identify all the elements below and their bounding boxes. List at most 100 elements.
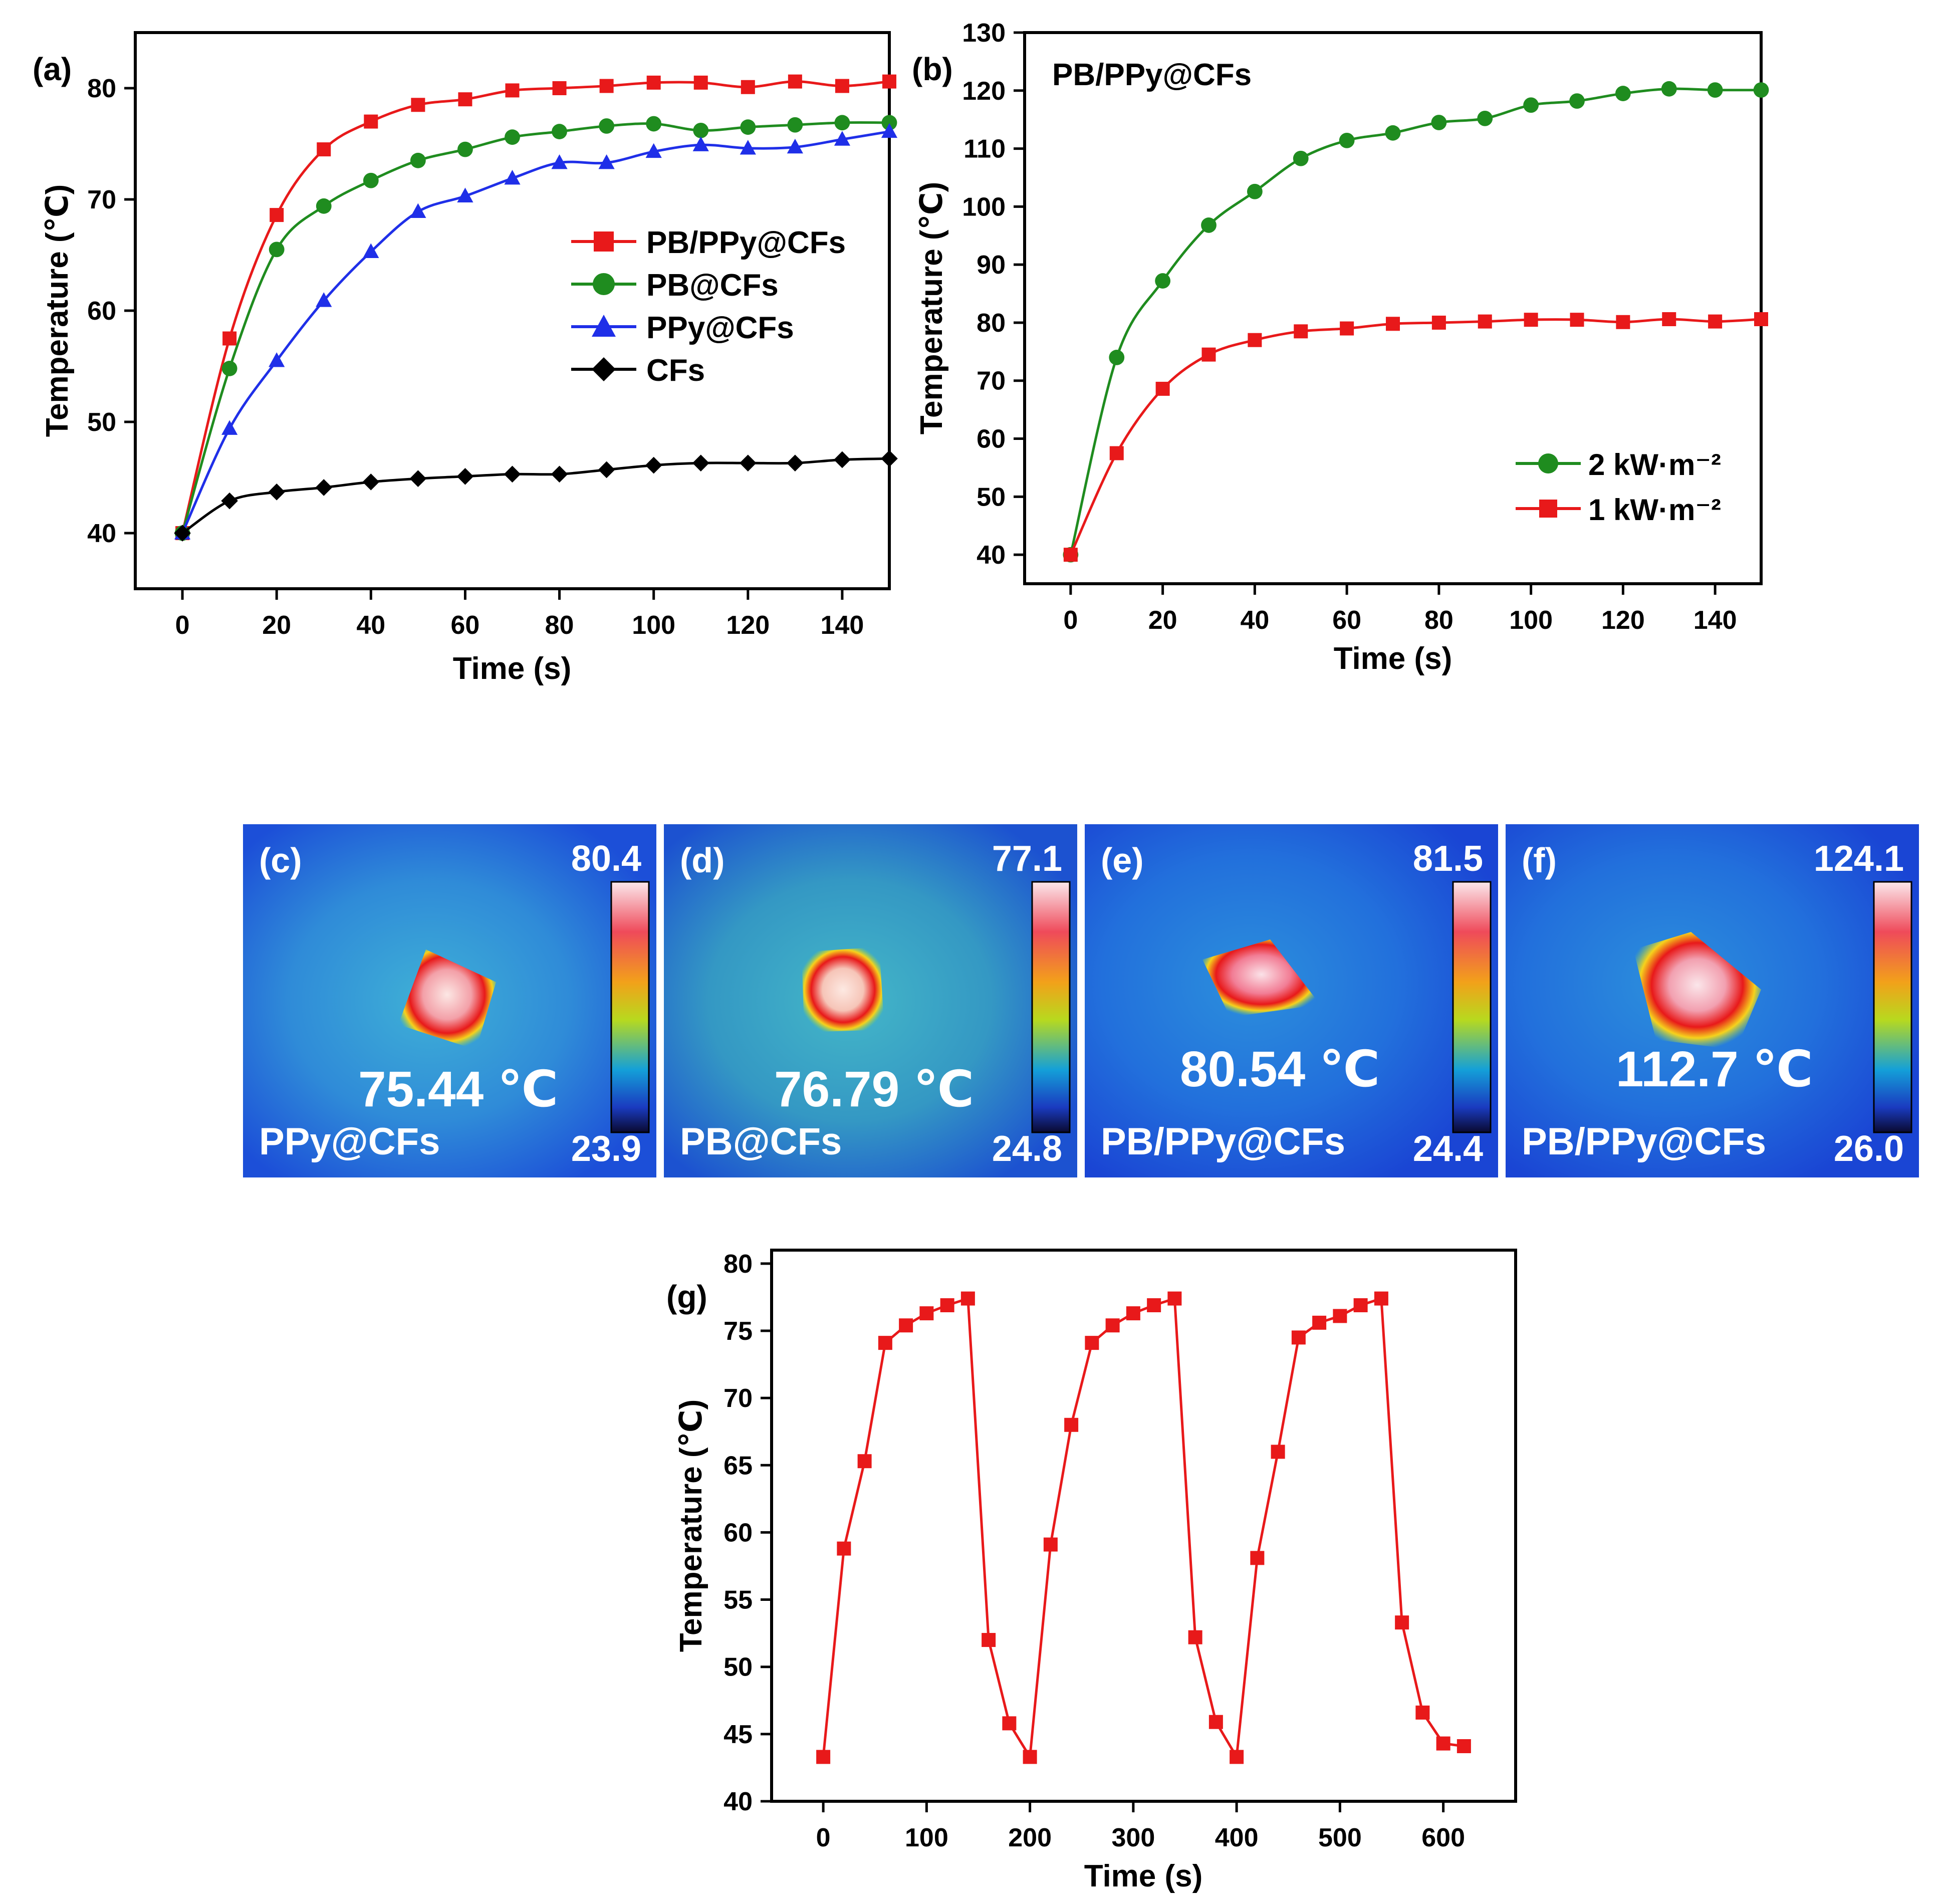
data-point [1569,93,1585,109]
data-point [740,119,756,135]
data-point [411,98,425,112]
data-point [1247,183,1263,199]
data-point [1085,1336,1099,1350]
color-scale-bar-d [1031,881,1071,1133]
series-group-g [816,1291,1471,1764]
x-axis-label-b: Time (s) [1334,641,1452,676]
panel-label-g: (g) [666,1279,707,1315]
data-point [1339,132,1355,148]
y-tick-label: 70 [977,367,1006,396]
data-point [364,114,378,129]
data-point [551,465,568,483]
series-line-0 [181,80,890,534]
thermal-image-e: (e) 81.5 24.4 80.54 ℃ PB/PPy@CFs [1085,824,1498,1177]
data-point [645,456,662,474]
data-point [835,79,849,93]
temperature-readout-e: 80.54 ℃ [1180,1041,1380,1097]
x-tick-label: 140 [821,611,864,640]
panel-label-b: (b) [912,51,953,87]
data-point [222,331,237,346]
x-tick-label: 140 [1693,606,1737,635]
legend-label-pbppy-a: PB/PPy@CFs [646,225,846,260]
data-point [363,243,379,258]
data-point [598,461,615,479]
data-point [1201,217,1217,233]
x-tick-label: 40 [356,611,385,640]
thermal-image-c: (c) 80.4 23.9 75.44 ℃ PPy@CFs [243,824,656,1177]
y-tick-label: 45 [723,1720,753,1749]
data-point [1753,82,1769,98]
x-tick-label: 500 [1318,1823,1362,1852]
y-ticks-b: 40 50 60 70 80 90 100 110 120 130 [962,19,1025,570]
data-point [982,1633,996,1647]
x-tick-label: 200 [1008,1823,1052,1852]
y-tick-label: 40 [723,1787,753,1816]
x-tick-label: 300 [1111,1823,1155,1852]
data-point [1615,86,1631,101]
data-point [837,1541,851,1556]
data-point [1333,1309,1347,1323]
legend-label-1kw-b: 1 kW·m⁻² [1588,493,1721,527]
data-point [363,172,379,188]
x-tick-label: 0 [816,1823,831,1852]
data-point [1126,1306,1140,1321]
data-point [646,116,662,132]
data-point [1294,324,1308,339]
thermal-bg-d [664,824,1077,1177]
data-point [1707,82,1723,98]
x-tick-label: 100 [632,611,675,640]
panel-label-a: (a) [33,51,72,87]
thermal-tag-f: (f) [1522,841,1557,880]
thermal-tag-c: (c) [259,841,302,880]
data-point [787,138,803,154]
y-tick-label: 70 [723,1384,753,1413]
data-point [1147,1298,1161,1312]
data-point [1250,1551,1265,1565]
series-line-1 [181,121,890,534]
y-tick-label: 80 [723,1250,753,1279]
thermal-image-f: (f) 124.1 26.0 112.7 ℃ PB/PPy@CFs [1506,824,1919,1177]
series-line-0 [1069,87,1762,555]
data-point [1477,110,1493,126]
data-point [1155,273,1171,289]
y-ticks-g: 40 45 50 55 60 65 70 75 80 [723,1250,772,1816]
scale-min-e: 24.4 [1412,1129,1483,1169]
data-point [857,1454,872,1469]
legend-marker-cfs-a [592,357,616,381]
data-point [315,479,333,496]
legend-label-cfs-a: CFs [646,353,705,388]
data-point [598,154,615,169]
scale-min-f: 26.0 [1833,1129,1904,1169]
plot-frame-b [1023,31,1763,585]
y-tick-label: 50 [723,1653,753,1682]
x-ticks-b: 0 20 40 60 80 100 120 140 [1063,584,1737,635]
y-axis-label-b: Temperature (℃) [914,182,949,435]
data-point [1754,312,1768,326]
data-point [1415,1705,1430,1720]
data-point [645,143,662,158]
data-point [317,142,331,157]
data-point [1109,350,1125,365]
data-point [1570,313,1584,327]
x-axis-label-g: Time (s) [1084,1859,1203,1893]
y-tick-label: 55 [723,1586,753,1615]
data-point [1109,446,1124,460]
data-point [1616,315,1630,329]
data-point [787,117,803,133]
data-point [1353,1298,1368,1312]
data-point [834,115,850,131]
sample-name-e: PB/PPy@CFs [1101,1120,1346,1163]
color-scale-bar-c [610,881,650,1133]
data-point [1230,1750,1244,1764]
y-tick-label: 60 [723,1518,753,1547]
x-tick-label: 400 [1215,1823,1259,1852]
y-axis-label-a: Temperature (℃) [40,184,75,437]
series-group-a [174,74,898,542]
scale-min-c: 23.9 [571,1129,641,1169]
data-point [740,454,757,471]
data-point [505,129,520,145]
data-point [834,451,851,468]
data-point [693,75,708,90]
data-point [1431,315,1446,330]
